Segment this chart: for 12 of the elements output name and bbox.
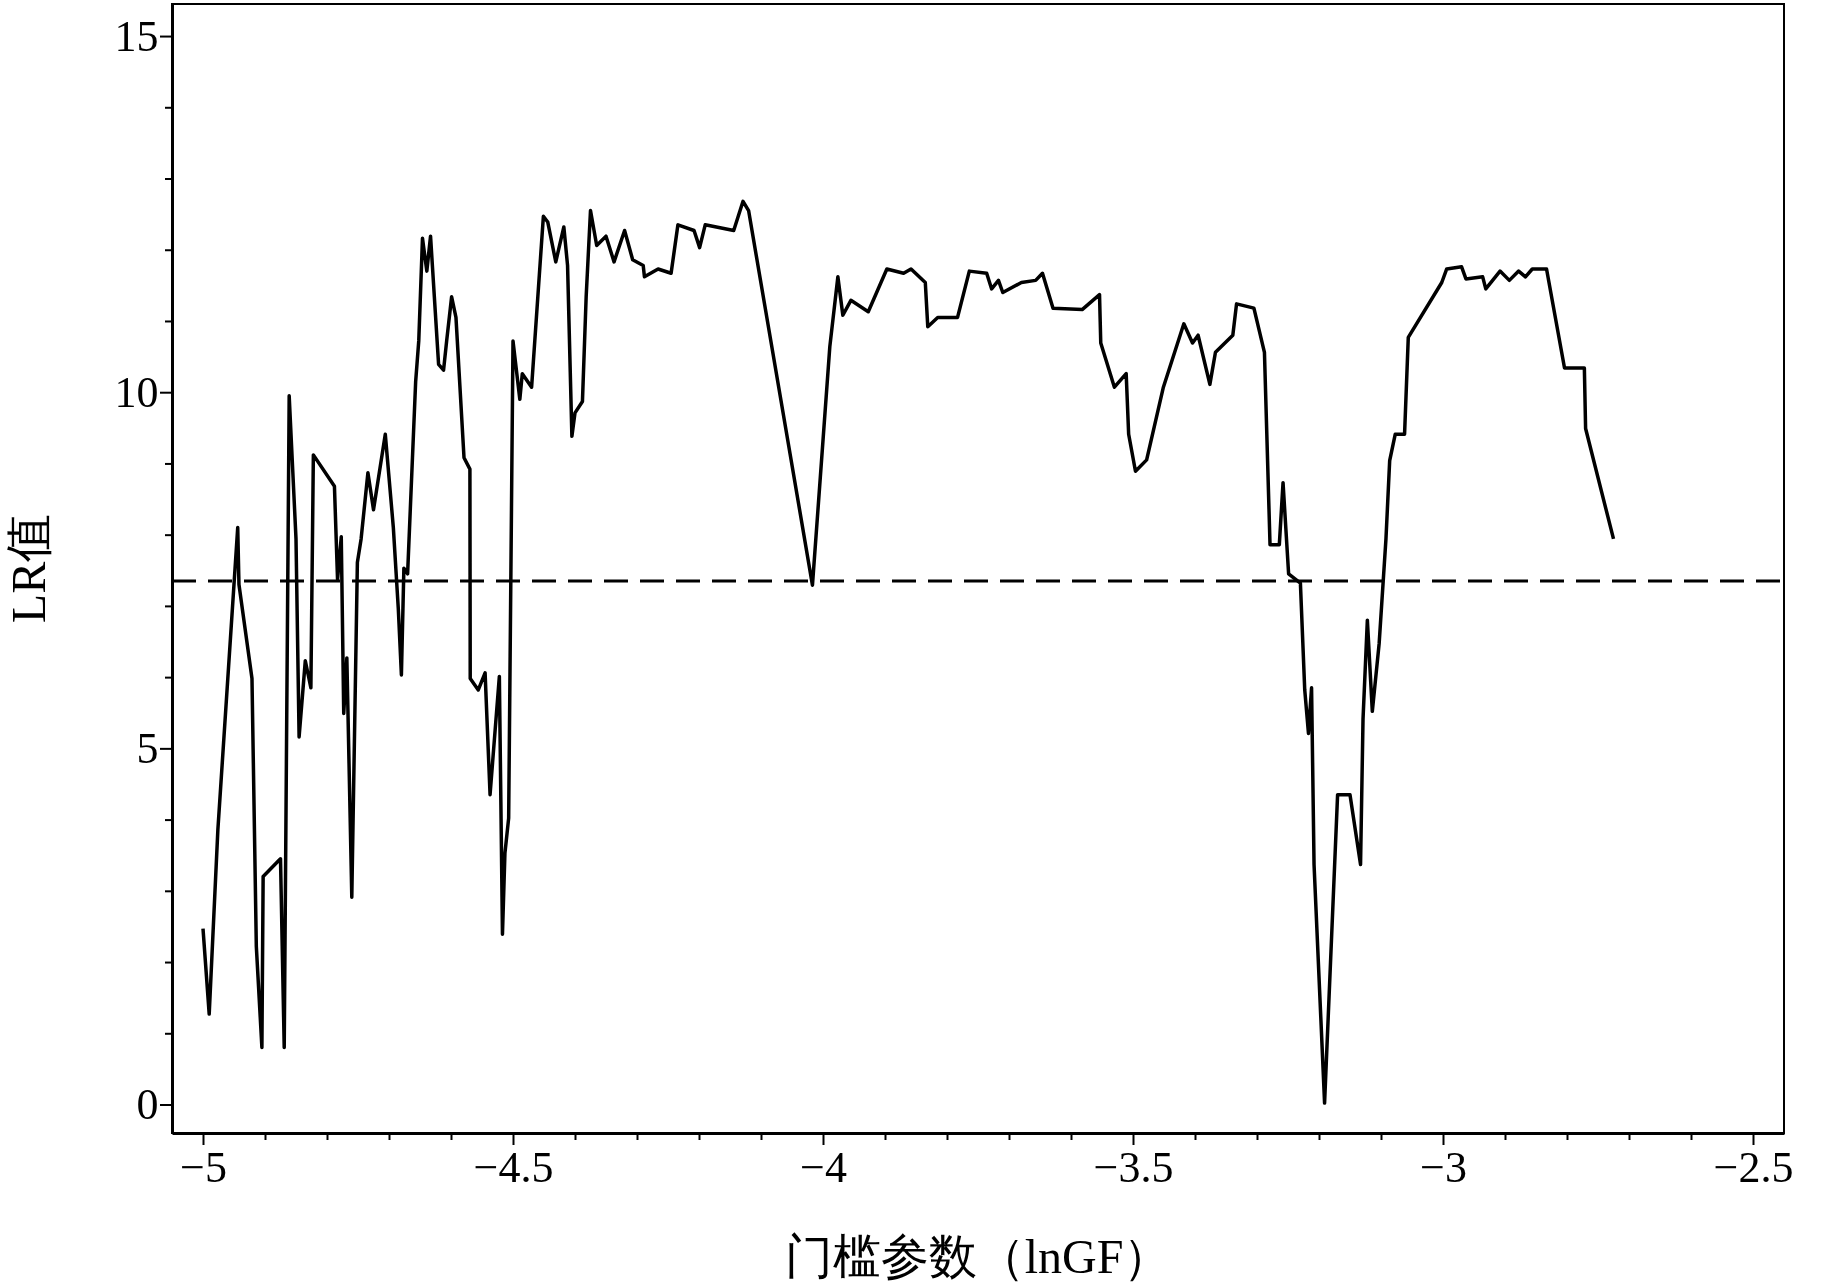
y-tick-label: 15	[114, 11, 159, 61]
x-tick-label: −4.5	[473, 1142, 554, 1192]
y-tick-label: 10	[114, 367, 159, 417]
x-axis-title: 门槛参数（lnGF）	[784, 1230, 1172, 1283]
x-tick-label: −3	[1420, 1142, 1467, 1192]
y-axis-title: LR值	[2, 513, 55, 624]
x-tick-label: −2.5	[1713, 1142, 1794, 1192]
y-tick-label: 0	[136, 1080, 159, 1130]
y-tick-label: 5	[136, 723, 159, 773]
x-tick-label: −4	[800, 1142, 847, 1192]
x-tick-label: −3.5	[1093, 1142, 1174, 1192]
x-tick-label: −5	[180, 1142, 227, 1192]
